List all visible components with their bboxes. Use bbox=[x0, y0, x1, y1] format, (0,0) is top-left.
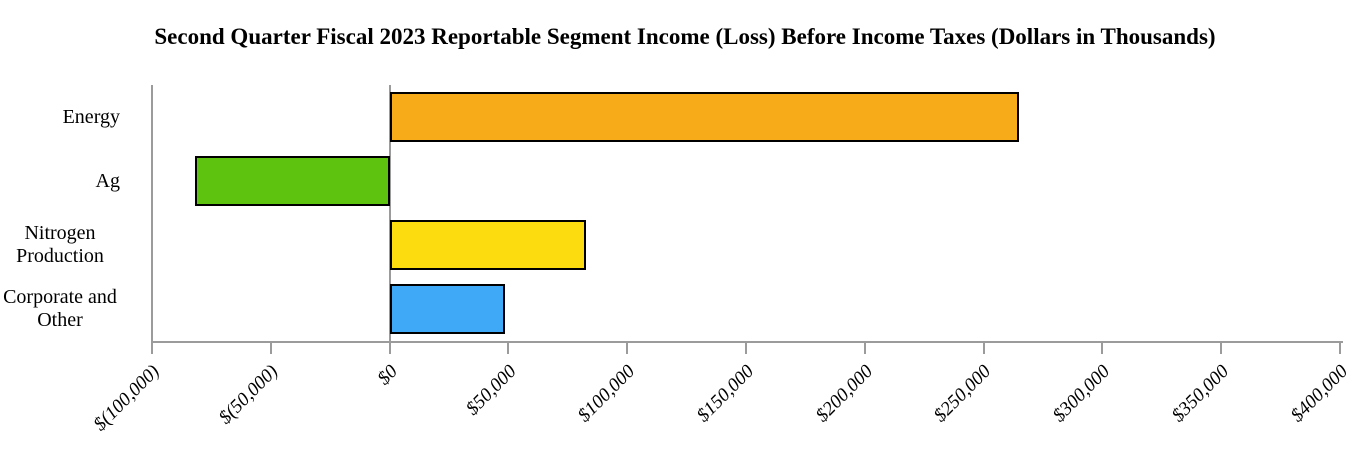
x-tick-label: $300,000 bbox=[1049, 361, 1115, 427]
chart-title: Second Quarter Fiscal 2023 Reportable Se… bbox=[154, 24, 1216, 49]
x-tick-label: $(50,000) bbox=[215, 361, 283, 429]
x-tick-label: $150,000 bbox=[692, 361, 758, 427]
category-label-corporate-and-other: Corporate and Other bbox=[0, 282, 120, 336]
x-tick bbox=[151, 343, 153, 354]
x-tick bbox=[863, 343, 866, 354]
x-tick-label: $200,000 bbox=[811, 361, 877, 427]
x-tick bbox=[269, 343, 272, 354]
category-label-energy: Energy bbox=[0, 90, 120, 144]
x-tick bbox=[507, 343, 510, 354]
x-tick-label: $100,000 bbox=[573, 361, 640, 427]
x-tick bbox=[388, 343, 391, 354]
bar-energy bbox=[389, 92, 1020, 142]
bar-corporate-and-other bbox=[389, 284, 505, 334]
x-tick-label: $250,000 bbox=[930, 361, 996, 427]
bar-nitrogen-production bbox=[389, 220, 586, 270]
category-label-text: Corporate and Other bbox=[3, 286, 117, 331]
x-tick-label: $(100,000) bbox=[89, 361, 164, 436]
category-label-text: Ag bbox=[95, 169, 120, 192]
x-tick bbox=[1220, 343, 1223, 354]
category-label-ag: Ag bbox=[0, 154, 120, 208]
x-tick bbox=[745, 343, 747, 354]
x-tick-label: $400,000 bbox=[1286, 361, 1352, 427]
x-tick-label: $350,000 bbox=[1167, 361, 1234, 427]
x-axis-line bbox=[151, 341, 1343, 343]
x-tick bbox=[1101, 343, 1104, 354]
category-label-text: Energy bbox=[62, 105, 120, 128]
x-tick-label: $0 bbox=[373, 361, 402, 390]
x-tick bbox=[982, 343, 985, 354]
x-tick-label: $50,000 bbox=[461, 361, 521, 420]
y-axis-line bbox=[151, 85, 153, 341]
category-label-text: Nitrogen Production bbox=[16, 222, 104, 267]
zero-line bbox=[388, 85, 391, 341]
x-tick bbox=[626, 343, 629, 354]
category-label-nitrogen-production: Nitrogen Production bbox=[0, 218, 120, 272]
x-tick bbox=[1339, 343, 1341, 354]
bar-ag bbox=[194, 156, 390, 206]
